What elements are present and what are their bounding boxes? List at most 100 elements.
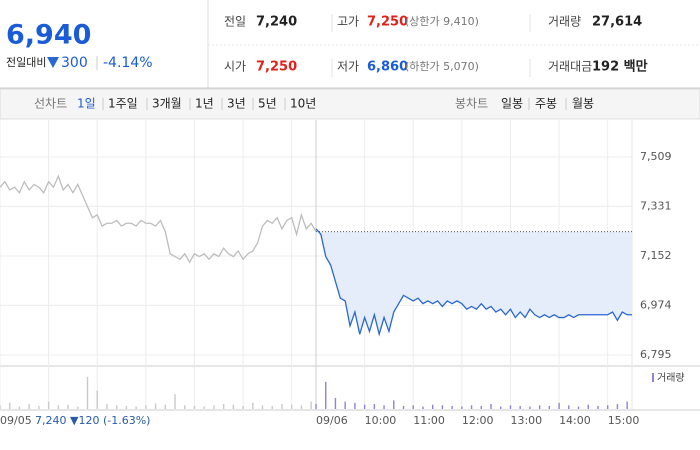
stat-value: 192 백만: [592, 59, 648, 75]
x-tick-label: 12:00: [462, 414, 494, 427]
volume-bar: [451, 405, 453, 409]
volume-bar: [135, 406, 137, 409]
volume-bar: [47, 401, 50, 409]
volume-bar: [106, 404, 108, 409]
volume-bar: [315, 404, 317, 409]
volume-bar: [164, 404, 166, 409]
volume-bar: [373, 404, 376, 409]
volume-bar: [300, 405, 303, 409]
volume-bar: [213, 405, 215, 409]
volume-bar: [402, 405, 405, 409]
tab[interactable]: 5년: [258, 97, 277, 111]
volume-bar: [174, 394, 176, 409]
stat-label: 시가: [224, 60, 246, 74]
volume-bar: [334, 397, 337, 409]
volume-bar: [9, 402, 11, 409]
change: 300: [61, 55, 88, 71]
volume-bar: [96, 390, 98, 409]
tab[interactable]: 3개월: [152, 97, 182, 111]
volume-bar: [115, 405, 118, 409]
volume-bar: [310, 401, 312, 409]
x-tick-label: 14:00: [559, 414, 591, 427]
volume-bar: [393, 400, 395, 409]
y-tick-label: 6,795: [640, 348, 672, 361]
tab[interactable]: 1주일: [108, 97, 138, 111]
y-tick-label: 7,331: [640, 199, 672, 212]
volume-bar: [354, 402, 356, 409]
volume-bar: [0, 405, 1, 409]
volume-bar: [290, 404, 293, 409]
x-tick-label: 11:00: [413, 414, 445, 427]
legend-swatch: [652, 373, 654, 382]
stat-value: 7,250: [256, 60, 297, 75]
volume-bar: [67, 404, 69, 409]
tab-bar: [0, 88, 700, 120]
volume-bar: [125, 405, 128, 409]
x-tick-label: 09/06: [316, 414, 348, 427]
area: [316, 228, 632, 335]
tab[interactable]: 월봉: [572, 97, 594, 111]
volume-bar: [548, 405, 551, 409]
volume-bar: [86, 376, 89, 409]
tab[interactable]: 3년: [227, 97, 246, 111]
volume-bar: [500, 406, 502, 409]
x-tick-label: 10:00: [365, 414, 397, 427]
volume-bar: [538, 405, 541, 409]
volume-bar: [519, 405, 521, 409]
volume-bar: [28, 404, 30, 409]
volume-bar: [480, 405, 482, 409]
volume-bar: [18, 406, 21, 409]
volume-bar: [568, 405, 570, 409]
stat-note: (상한가 9,410): [405, 15, 479, 28]
volume-bar: [77, 406, 79, 409]
x-tick-label: 09/05: [0, 414, 32, 427]
legend-label: 거래량: [657, 372, 685, 384]
volume-bar: [252, 402, 254, 409]
x-tick-label: 13:00: [510, 414, 542, 427]
volume-bar: [325, 381, 327, 409]
price-line: [0, 174, 317, 264]
volume-bar: [363, 404, 366, 409]
volume-bar: [626, 401, 628, 409]
tab-group-label: 선차트: [34, 97, 67, 111]
volume-bar: [597, 405, 599, 409]
stat-label: 저가: [337, 60, 359, 74]
volume-bar: [261, 405, 264, 409]
stat-label: 고가: [337, 15, 359, 29]
volume-bar: [383, 405, 385, 409]
volume-bar: [577, 406, 580, 409]
volume-bar: [587, 404, 589, 409]
y-tick-label: 6,974: [640, 298, 672, 311]
tab[interactable]: 주봉: [535, 97, 557, 111]
stat-label: 거래대금: [548, 60, 592, 74]
x-tick-label: 15:00: [608, 414, 640, 427]
volume-bar: [470, 405, 473, 409]
tab[interactable]: 1일: [77, 97, 96, 111]
stat-label: 전일: [224, 15, 246, 29]
change-label: 전일대비: [6, 55, 46, 69]
volume-bar: [422, 406, 424, 409]
volume-bar: [203, 406, 205, 409]
stat-label: 거래량: [548, 15, 581, 29]
change-rate: -4.14%: [103, 55, 153, 71]
y-tick-label: 7,152: [640, 249, 672, 262]
y-tick-label: 7,509: [640, 150, 672, 163]
volume-bar: [232, 404, 235, 409]
price-line: [315, 228, 632, 337]
volume-bar: [271, 405, 273, 409]
tab[interactable]: 10년: [290, 97, 316, 111]
tab[interactable]: 일봉: [501, 97, 523, 111]
volume-bar: [145, 405, 147, 409]
volume-bar: [606, 405, 609, 409]
volume-bar: [461, 406, 463, 409]
volume-bar: [509, 405, 512, 409]
volume-bar: [441, 405, 444, 409]
volume-bar: [57, 405, 60, 409]
volume-bar: [529, 406, 531, 409]
volume-bar: [490, 404, 492, 409]
volume-bar: [281, 404, 283, 409]
volume-bar: [222, 404, 225, 409]
tab[interactable]: 1년: [195, 97, 214, 111]
